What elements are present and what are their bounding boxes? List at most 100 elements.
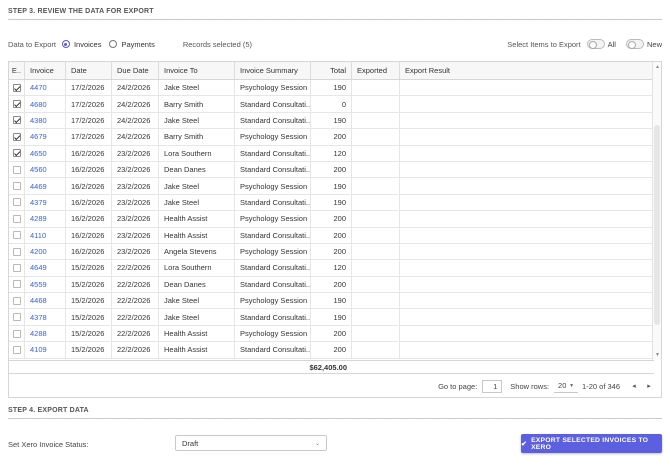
table-row[interactable]: 4378 15/2/2026 22/2/2026 Jake Steel Standard… [9,309,654,326]
due-date: 24/2/2026 [112,80,159,96]
go-to-page-input[interactable]: 1 [482,379,503,393]
chevron-right-icon[interactable]: ▸ [647,383,651,390]
due-date: 23/2/2026 [112,227,159,243]
checkbox-icon[interactable] [12,263,21,272]
table-row[interactable]: 4560 16/2/2026 23/2/2026 Dean Danes Standard… [9,161,654,179]
invoices-radio[interactable] [61,40,70,48]
invoice-date: 15/2/2026 [66,325,112,342]
invoice-number-link[interactable]: 4380 [25,112,66,129]
step4-title: STEP 4. EXPORT DATA [8,407,89,414]
table-row[interactable]: 4679 17/2/2026 24/2/2026 Barry Smith Psychol… [9,129,654,146]
checkbox-icon[interactable] [12,182,21,191]
checkbox-icon[interactable] [12,132,21,141]
checkbox-icon[interactable] [12,214,21,223]
checkbox-icon[interactable] [12,296,21,305]
invoice-number-link[interactable]: 4680 [25,96,66,112]
page-range-text: 1-20 of 346 [582,381,620,391]
col-header-due-date[interactable]: Due Date [112,62,159,79]
table-row[interactable]: 4650 16/2/2026 23/2/2026 Lora Southern Stand… [9,145,654,162]
grand-total-row: $62,405.00 [9,360,654,374]
col-header-export-result[interactable]: Export Result [405,66,451,75]
col-header-export[interactable]: E.. [9,62,25,79]
invoice-number-link[interactable]: 4110 [25,227,66,243]
invoice-number-link[interactable]: 4649 [25,260,66,276]
scroll-down-icon[interactable]: ▼ [655,352,660,358]
table-row[interactable]: 4469 16/2/2026 23/2/2026 Jake Steel Psycholo… [9,178,654,195]
export-result [400,178,654,193]
all-toggle[interactable] [586,39,605,49]
checkbox-icon[interactable] [12,198,21,207]
checkbox-icon[interactable] [12,116,21,125]
checkbox-icon[interactable] [12,345,21,354]
checkbox-icon[interactable] [12,100,21,109]
export-checkbox-cell [9,276,25,293]
invoice-number-link[interactable]: 4679 [25,129,66,145]
table-row[interactable]: 4109 15/2/2026 22/2/2026 Health Assist Stand… [9,342,654,359]
checkbox-icon[interactable] [12,149,21,158]
checkbox-icon[interactable] [12,231,21,240]
checkbox-icon[interactable] [12,165,21,174]
invoice-to: Dean Danes [159,276,235,293]
invoice-number-link[interactable]: 4379 [25,194,66,211]
invoice-number-link[interactable]: 4469 [25,178,66,194]
export-result [400,309,654,324]
table-scrollbar[interactable]: ▲ ▼ [652,62,661,360]
col-header-exported[interactable]: Exported [352,62,400,79]
invoice-number-link[interactable]: 4378 [25,309,66,325]
exported-status [352,129,400,145]
col-header-invoice[interactable]: Invoice [25,62,66,79]
checkbox-icon[interactable] [12,280,21,289]
table-row[interactable]: 4379 16/2/2026 23/2/2026 Jake Steel Standard… [9,194,654,212]
table-row[interactable]: 4200 16/2/2026 23/2/2026 Angela Stevens Psyc… [9,243,654,261]
invoice-summary: Psychology Session [235,211,311,227]
table-row[interactable]: 4289 16/2/2026 23/2/2026 Health Assist Psych… [9,211,654,228]
export-to-xero-button[interactable]: ✔ EXPORT SELECTED INVOICES TO XERO [521,434,662,453]
invoice-number-link[interactable]: 4200 [25,243,66,260]
table-row[interactable]: 4288 15/2/2026 22/2/2026 Health Assist Psych… [9,325,654,343]
due-date: 23/2/2026 [112,211,159,227]
due-date: 22/2/2026 [112,276,159,293]
invoice-to: Jake Steel [159,293,235,309]
invoice-number-link[interactable]: 4559 [25,276,66,293]
table-row[interactable]: 4110 16/2/2026 23/2/2026 Health Assist Stand… [9,227,654,244]
checkbox-icon[interactable] [12,329,21,338]
exported-status [352,80,400,96]
new-toggle[interactable] [625,39,644,49]
invoice-number-link[interactable]: 4560 [25,161,66,178]
chevron-left-icon[interactable]: ◂ [632,383,636,390]
scrollbar-thumb[interactable] [654,125,660,325]
xero-status-select[interactable]: Draft ⌄ [175,435,327,451]
checkbox-icon[interactable] [12,247,21,256]
invoice-total: 190 [311,80,352,96]
checkbox-icon[interactable] [12,83,21,92]
table-row[interactable]: 4380 17/2/2026 24/2/2026 Jake Steel Standard… [9,112,654,130]
invoice-number-link[interactable]: 4650 [25,145,66,161]
table-row[interactable]: 4468 15/2/2026 22/2/2026 Jake Steel Psycholo… [9,293,654,310]
export-checkbox-cell [9,342,25,358]
col-header-invoice-to[interactable]: Invoice To [159,62,235,79]
invoice-number-link[interactable]: 4288 [25,325,66,342]
table-row[interactable]: 4680 17/2/2026 24/2/2026 Barry Smith Standar… [9,96,654,113]
payments-radio-label[interactable]: Payments [121,39,155,49]
select-items-label: Select Items to Export [507,39,581,49]
invoice-number-link[interactable]: 4470 [25,80,66,96]
invoice-total: 200 [311,276,352,293]
checkbox-icon[interactable] [12,313,21,322]
invoice-summary: Standard Consultati... [235,276,311,293]
show-rows-select[interactable]: 20 ▼ [554,379,579,393]
table-row[interactable]: 4559 15/2/2026 22/2/2026 Dean Danes Standard… [9,276,654,294]
scroll-up-icon[interactable]: ▲ [655,64,660,70]
invoice-number-link[interactable]: 4468 [25,293,66,309]
col-header-total[interactable]: Total [311,62,352,79]
invoice-number-link[interactable]: 4289 [25,211,66,227]
col-header-date[interactable]: Date [66,62,112,79]
table-row[interactable]: 4470 17/2/2026 24/2/2026 Jake Steel Psycholo… [9,80,654,97]
invoice-number-link[interactable]: 4109 [25,342,66,358]
invoices-radio-label[interactable]: Invoices [73,39,102,49]
table-row[interactable]: 4649 15/2/2026 22/2/2026 Lora Southern Stand… [9,260,654,277]
export-checkbox-cell [9,129,25,145]
export-checkbox-cell [9,161,25,178]
col-header-invoice-summary[interactable]: Invoice Summary [235,62,311,79]
invoice-to: Lora Southern [159,260,235,276]
payments-radio[interactable] [109,40,118,48]
